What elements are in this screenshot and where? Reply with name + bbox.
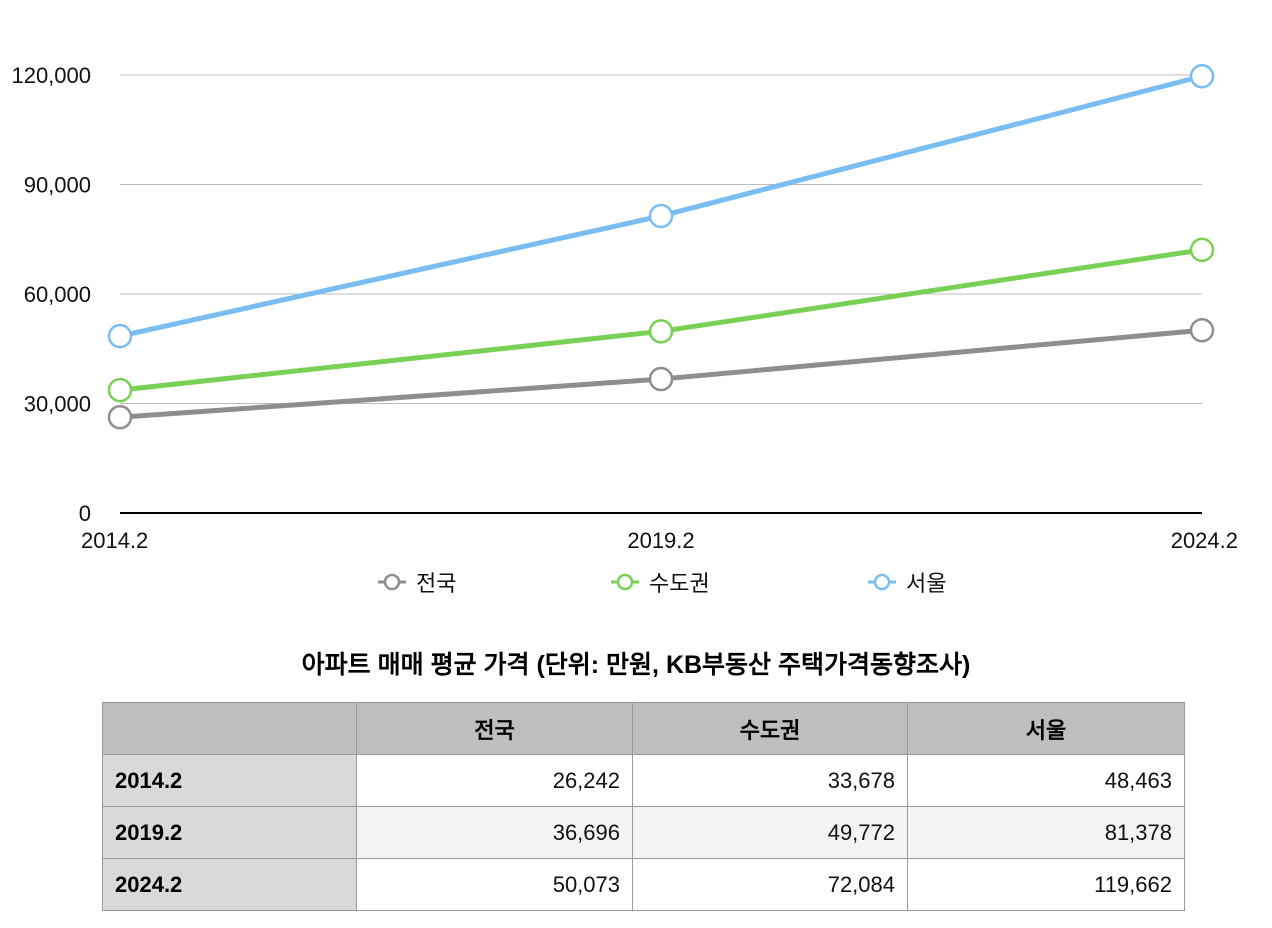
data-point [107,404,133,430]
y-axis-ticks: 0 30,000 60,000 90,000 120,000 [11,63,91,526]
chart-legend: 전국 수도권 서울 [0,566,1272,596]
legend-marker-1 [611,573,639,591]
table-header-row: 전국 수도권 서울 [102,702,1185,755]
legend-label-1: 수도권 [649,571,710,596]
table-cell: 72,084 [632,858,908,911]
data-point [648,319,674,344]
series-group [107,63,1215,430]
table-header-cell: 서울 [907,702,1185,755]
y-tick-label: 120,000 [11,63,91,88]
row-label: 2014.2 [102,754,357,807]
y-tick-label: 60,000 [24,282,91,307]
table-header-cell: 전국 [356,702,633,755]
legend-item-0: 전국 [376,566,456,598]
x-axis-ticks: 2014.2 2019.2 2024.2 [81,528,1238,553]
data-point [1189,317,1215,343]
legend-label-2: 서울 [906,571,947,596]
data-point [648,203,674,229]
table-cell: 48,463 [907,754,1185,807]
table-header-corner [102,702,357,755]
x-tick-label: 2014.2 [81,528,148,553]
data-table: 전국 수도권 서울 2014.2 26,242 33,678 48,463 20… [102,702,1185,911]
y-tick-label: 30,000 [24,392,91,417]
legend-marker-0 [378,573,406,591]
legend-label-0: 전국 [416,571,457,596]
data-point [1189,63,1215,89]
table-cell: 49,772 [632,806,908,859]
table-cell: 119,662 [907,858,1185,911]
x-tick-label: 2019.2 [627,528,694,553]
x-tick-label: 2024.2 [1171,528,1238,553]
legend-item-1: 수도권 [609,566,710,598]
table-row: 2024.2 50,073 72,084 119,662 [102,858,1185,911]
row-label: 2019.2 [102,806,357,859]
table-cell: 33,678 [632,754,908,807]
legend-marker-2 [868,573,896,591]
table-title: 아파트 매매 평균 가격 (단위: 만원, KB부동산 주택가격동향조사) [301,651,971,679]
table-row: 2014.2 26,242 33,678 48,463 [102,754,1185,807]
gridlines [120,74,1202,514]
row-label: 2024.2 [102,858,357,911]
table-cell: 81,378 [907,806,1185,859]
y-tick-label: 0 [79,501,91,526]
legend-item-2: 서울 [866,566,946,598]
table-row: 2019.2 36,696 49,772 81,378 [102,806,1185,859]
data-point [107,323,133,349]
y-tick-label: 90,000 [24,173,91,198]
table-cell: 26,242 [356,754,633,807]
table-cell: 50,073 [356,858,633,911]
data-point [648,366,674,392]
table-cell: 36,696 [356,806,633,859]
data-point [107,377,133,403]
data-point [1189,237,1215,263]
table-header-cell: 수도권 [632,702,908,755]
